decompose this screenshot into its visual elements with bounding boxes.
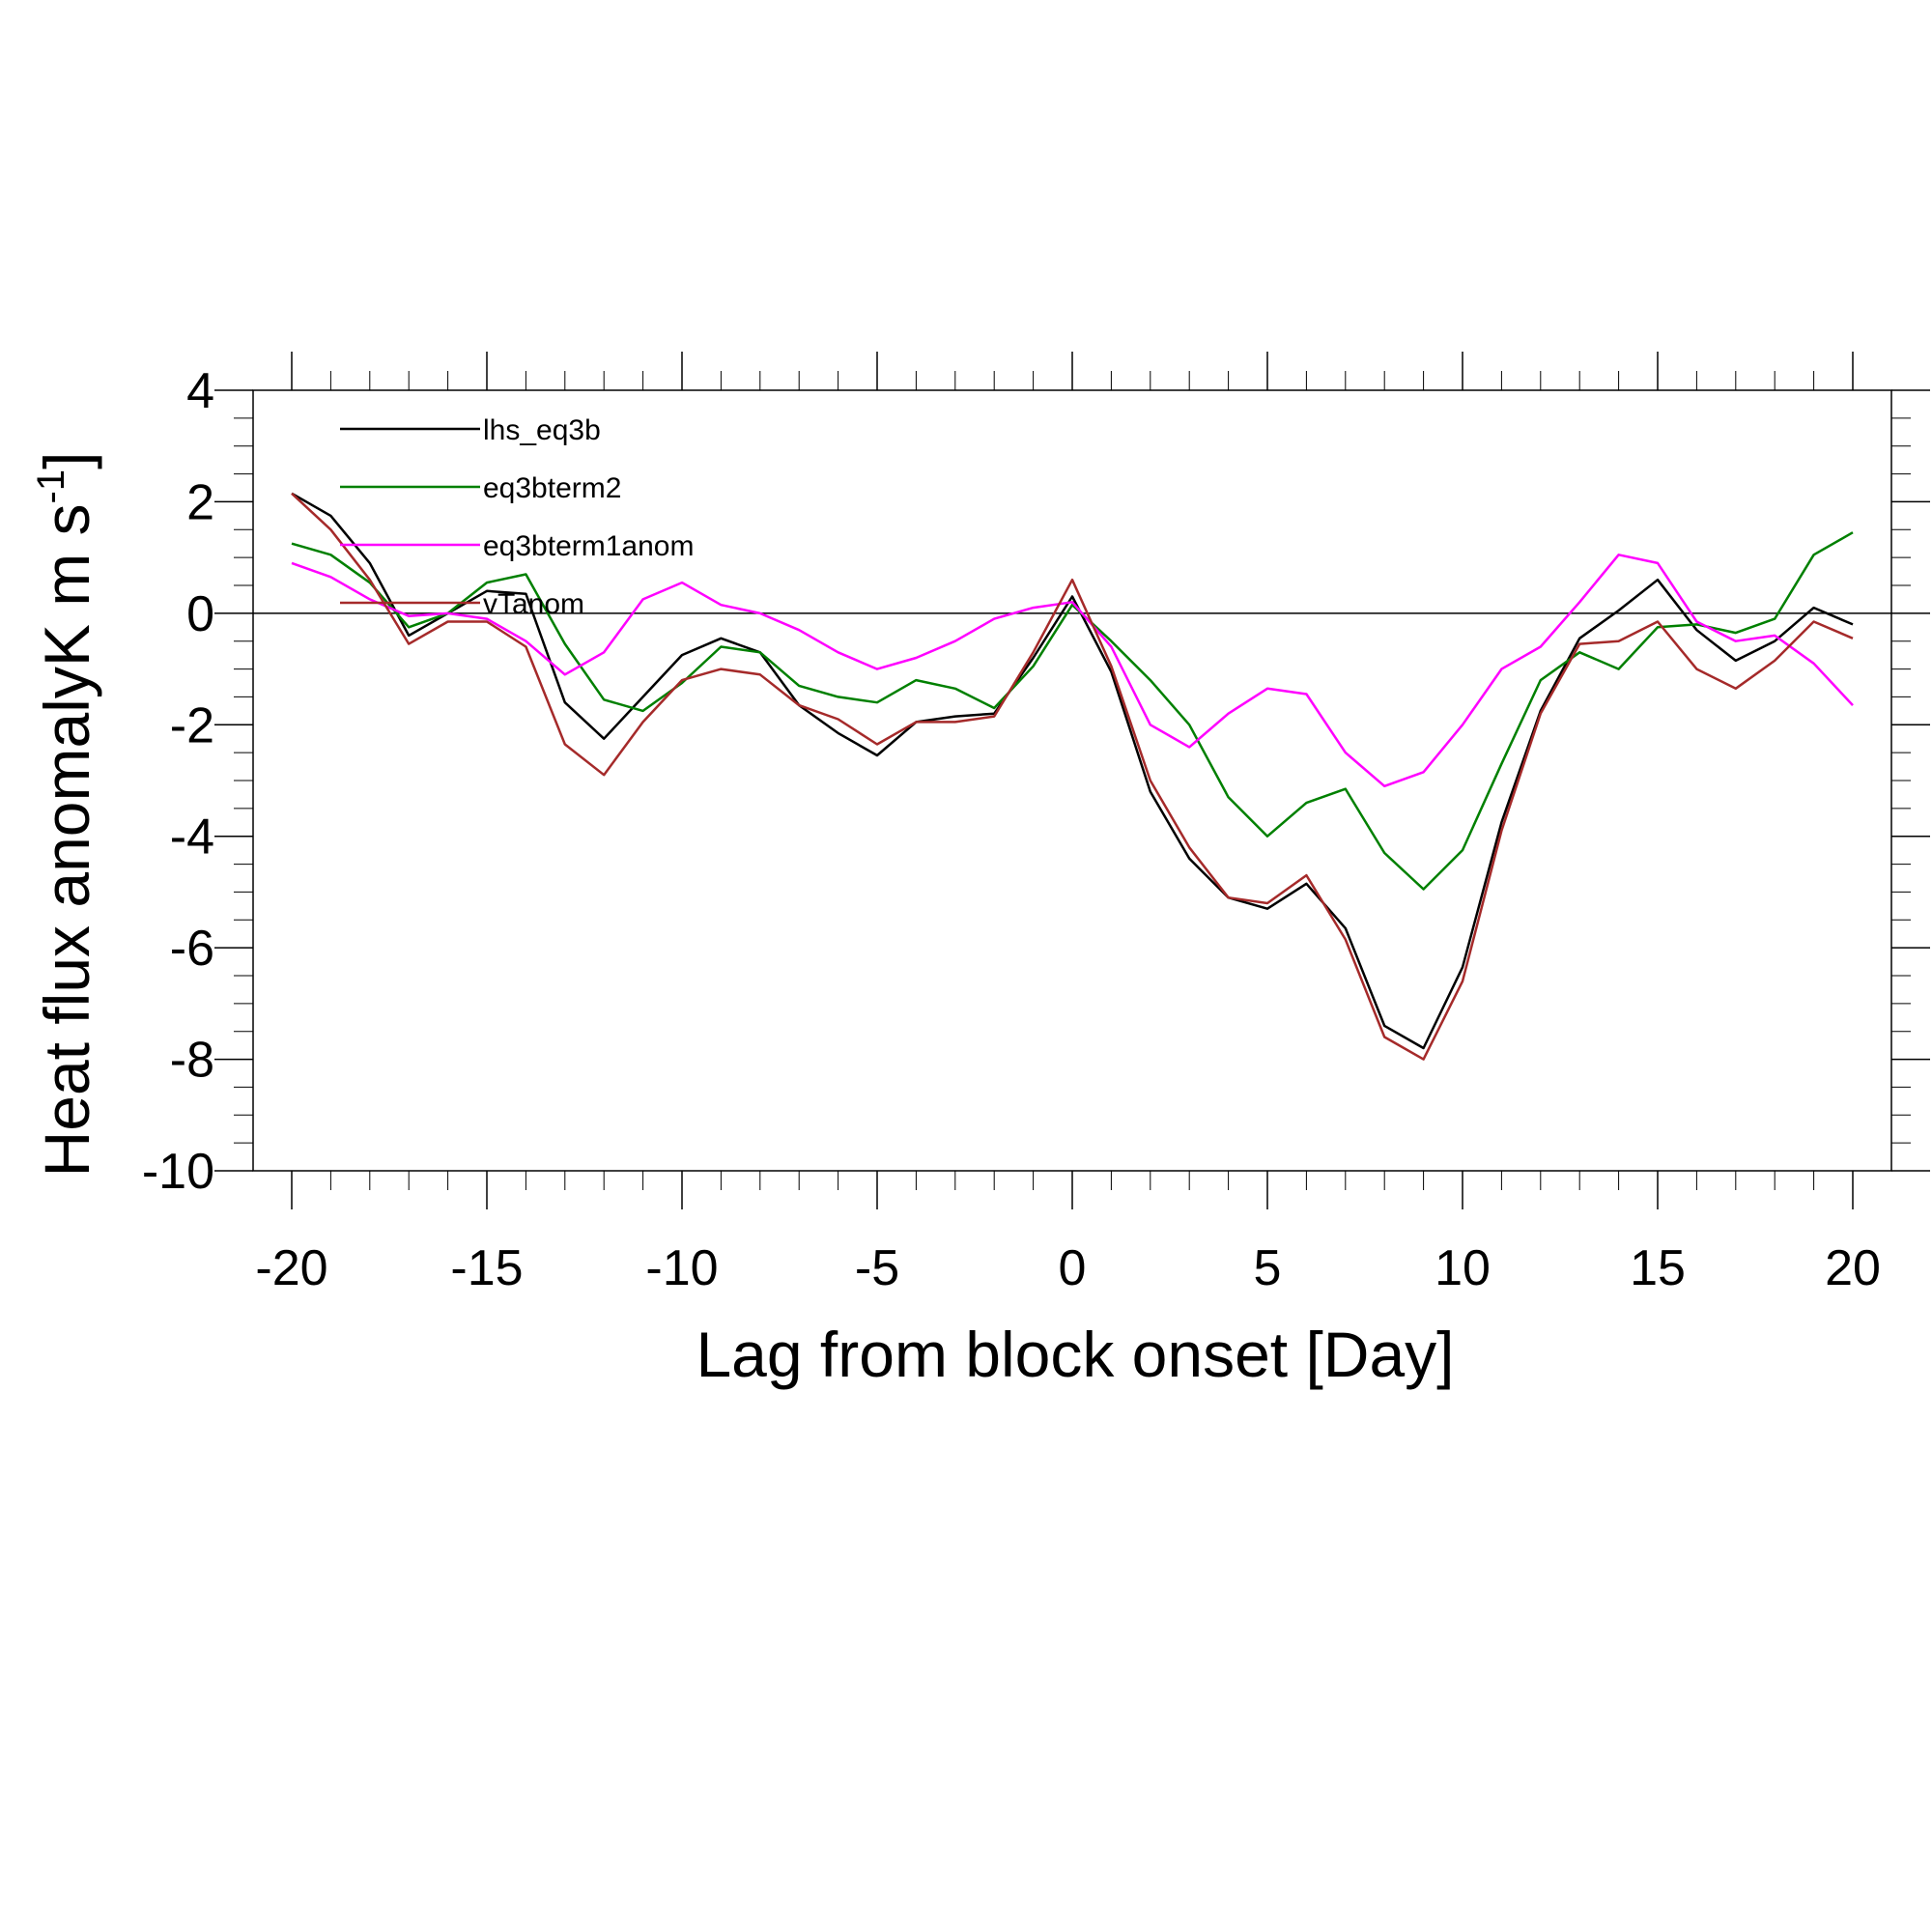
y-axis-title-sup: -1 <box>30 469 72 504</box>
y-tick-label: -2 <box>170 697 214 753</box>
x-tick-label: -5 <box>855 1240 899 1296</box>
y-tick-label: 0 <box>186 586 214 642</box>
y-tick-label: 2 <box>186 474 214 530</box>
series-line-eq3bterm2 <box>291 531 1854 891</box>
series-line-vTanom <box>291 492 1854 1061</box>
y-axis-title-end: ] <box>31 452 102 469</box>
x-axis-title: Lag from block onset [Day] <box>696 1319 1454 1390</box>
series-line-lhs_eq3b <box>291 492 1854 1050</box>
y-tick-labels: -10 -8 -6 -4 -2 0 2 4 <box>142 363 214 1200</box>
x-tick-label: -10 <box>645 1240 718 1296</box>
minor-ticks <box>234 371 1911 1190</box>
x-tick-label: -15 <box>450 1240 523 1296</box>
x-tick-label: 0 <box>1059 1240 1087 1296</box>
y-tick-label: 4 <box>186 363 214 419</box>
legend-label-vTanom: vTanom <box>483 588 584 620</box>
x-tick-label: 10 <box>1435 1240 1491 1296</box>
y-axis-title: Heat flux anomalyK m s-1] <box>30 452 102 1178</box>
x-tick-label: -20 <box>255 1240 327 1296</box>
x-tick-label: 15 <box>1630 1240 1686 1296</box>
legend-label-eq3bterm1anom: eq3bterm1anom <box>483 530 694 562</box>
legend-label-eq3bterm2: eq3bterm2 <box>483 472 621 504</box>
plot-frame <box>252 389 1892 1172</box>
series-lines <box>291 492 1854 1061</box>
y-tick-label: -10 <box>142 1144 214 1200</box>
y-tick-label: -6 <box>170 921 214 977</box>
major-ticks <box>214 352 1930 1209</box>
x-tick-label: 5 <box>1254 1240 1282 1296</box>
y-tick-label: -4 <box>170 810 214 866</box>
x-tick-labels: -20 -15 -10 -5 0 5 10 15 20 <box>255 1240 1881 1296</box>
legend: lhs_eq3b eq3bterm2 eq3bterm1anom vTanom <box>340 414 694 620</box>
series-line-eq3bterm1anom <box>291 554 1854 788</box>
x-tick-label: 20 <box>1825 1240 1881 1296</box>
legend-label-lhs_eq3b: lhs_eq3b <box>483 414 601 446</box>
y-axis-title-main: Heat flux anomalyK m s <box>31 503 102 1177</box>
y-tick-label: -8 <box>170 1033 214 1089</box>
